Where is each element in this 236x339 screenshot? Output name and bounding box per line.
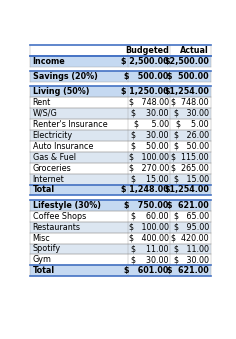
Bar (30, 200, 211, 211)
Text: Total: Total (33, 266, 55, 275)
Bar (30, 152, 211, 163)
Bar (30, 222, 211, 233)
Bar (30, 130, 211, 141)
Bar (30, 71, 211, 82)
Text: $   100.00: $ 100.00 (129, 153, 169, 162)
Text: $   15.00: $ 15.00 (174, 175, 209, 183)
Text: $   95.00: $ 95.00 (174, 223, 209, 232)
Text: Total: Total (33, 185, 55, 195)
Bar (30, 163, 211, 174)
Text: $    11.00: $ 11.00 (131, 244, 169, 254)
Text: Misc: Misc (33, 234, 50, 242)
Text: $ 1,250.00: $ 1,250.00 (121, 87, 169, 96)
Text: $2,500.00: $2,500.00 (164, 57, 209, 65)
Text: Auto Insurance: Auto Insurance (33, 142, 93, 151)
Text: Living (50%): Living (50%) (33, 87, 89, 96)
Text: $     5.00: $ 5.00 (134, 120, 169, 129)
Text: $    30.00: $ 30.00 (131, 109, 169, 118)
Text: $   65.00: $ 65.00 (174, 212, 209, 221)
Text: Electricity: Electricity (33, 131, 73, 140)
Text: $ 2,500.00: $ 2,500.00 (121, 57, 169, 65)
Text: Rent: Rent (33, 98, 51, 107)
Text: $    50.00: $ 50.00 (131, 142, 169, 151)
Text: $   30.00: $ 30.00 (174, 109, 209, 118)
Text: Actual: Actual (180, 45, 209, 55)
Text: $1,254.00: $1,254.00 (164, 87, 209, 96)
Text: $   30.00: $ 30.00 (174, 256, 209, 264)
Text: Gas & Fuel: Gas & Fuel (33, 153, 76, 162)
Text: $  621.00: $ 621.00 (167, 201, 209, 210)
Bar (30, 174, 211, 184)
Text: $   750.00: $ 750.00 (125, 201, 169, 210)
Text: $   50.00: $ 50.00 (174, 142, 209, 151)
Bar (30, 255, 211, 265)
Text: $  748.00: $ 748.00 (172, 98, 209, 107)
Text: $    60.00: $ 60.00 (131, 212, 169, 221)
Text: $ 1,248.00: $ 1,248.00 (121, 185, 169, 195)
Bar (30, 97, 211, 108)
Text: Renter's Insurance: Renter's Insurance (33, 120, 107, 129)
Bar (30, 108, 211, 119)
Text: $    15.00: $ 15.00 (131, 175, 169, 183)
Text: $   400.00: $ 400.00 (129, 234, 169, 242)
Text: $1,254.00: $1,254.00 (164, 185, 209, 195)
Bar (30, 211, 211, 222)
Text: Income: Income (33, 57, 65, 65)
Bar (30, 86, 211, 97)
Text: $   748.00: $ 748.00 (129, 98, 169, 107)
Text: $  621.00: $ 621.00 (167, 266, 209, 275)
Bar (30, 233, 211, 243)
Bar (30, 45, 211, 56)
Text: Spotify: Spotify (33, 244, 61, 254)
Text: $    30.00: $ 30.00 (131, 131, 169, 140)
Text: Lifestyle (30%): Lifestyle (30%) (33, 201, 101, 210)
Text: W/S/G: W/S/G (33, 109, 57, 118)
Text: $  115.00: $ 115.00 (172, 153, 209, 162)
Text: Savings (20%): Savings (20%) (33, 72, 97, 81)
Text: $   26.00: $ 26.00 (174, 131, 209, 140)
Text: $  500.00: $ 500.00 (168, 72, 209, 81)
Bar (30, 243, 211, 255)
Text: Gym: Gym (33, 256, 52, 264)
Text: $   601.00: $ 601.00 (125, 266, 169, 275)
Bar (30, 141, 211, 152)
Text: Groceries: Groceries (33, 163, 71, 173)
Text: $   11.00: $ 11.00 (174, 244, 209, 254)
Bar (30, 119, 211, 130)
Text: $   500.00: $ 500.00 (125, 72, 169, 81)
Text: $   270.00: $ 270.00 (129, 163, 169, 173)
Text: $   100.00: $ 100.00 (129, 223, 169, 232)
Bar (30, 184, 211, 196)
Text: Internet: Internet (33, 175, 64, 183)
Bar (30, 56, 211, 66)
Text: $    30.00: $ 30.00 (131, 256, 169, 264)
Text: Budgeted: Budgeted (125, 45, 169, 55)
Text: Restaurants: Restaurants (33, 223, 81, 232)
Text: $  265.00: $ 265.00 (171, 163, 209, 173)
Text: Coffee Shops: Coffee Shops (33, 212, 86, 221)
Bar (30, 265, 211, 276)
Text: $    5.00: $ 5.00 (177, 120, 209, 129)
Text: $  420.00: $ 420.00 (172, 234, 209, 242)
